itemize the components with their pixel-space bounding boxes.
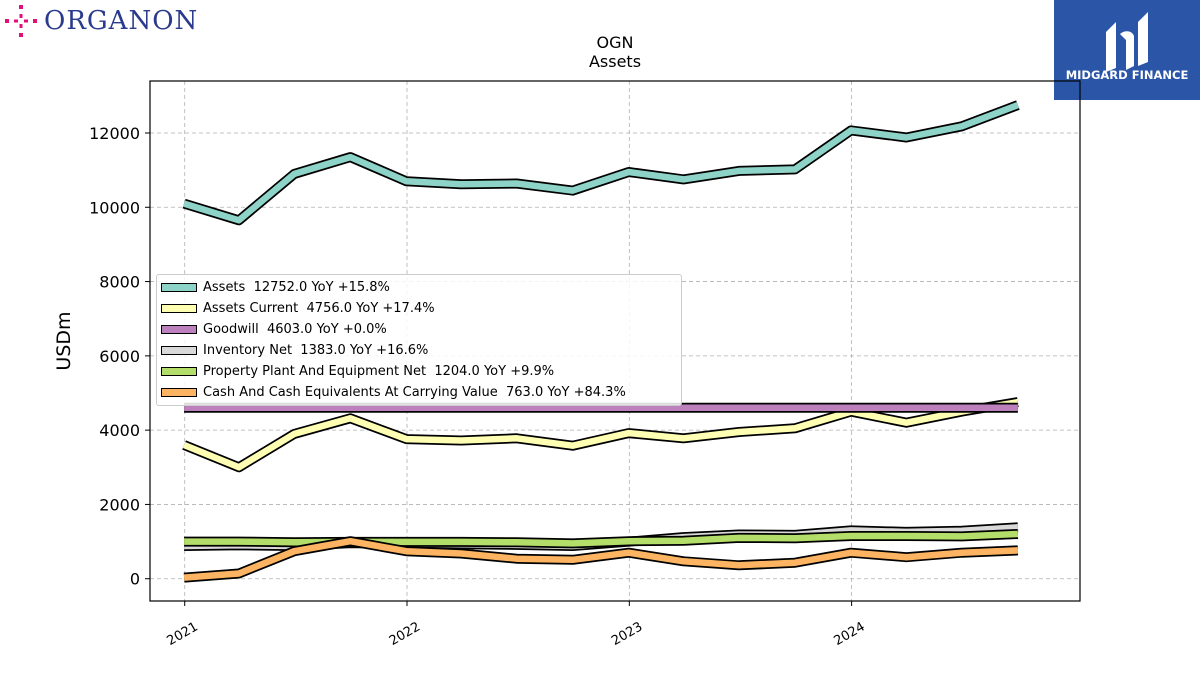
x-tick-label: 2024 bbox=[831, 619, 867, 649]
legend-item: Cash And Cash Equivalents At Carrying Va… bbox=[161, 383, 626, 401]
organon-wordmark: ORGANON bbox=[44, 6, 199, 36]
legend-label: Cash And Cash Equivalents At Carrying Va… bbox=[203, 384, 626, 400]
legend-swatch bbox=[161, 387, 197, 397]
x-tick-label: 2022 bbox=[387, 619, 423, 649]
plot-frame bbox=[149, 80, 1081, 602]
legend-swatch bbox=[161, 303, 197, 313]
chart-subtitle: Assets bbox=[589, 52, 641, 71]
series-outline-assets bbox=[182, 100, 1020, 226]
legend-label: Assets Current 4756.0 YoY +17.4% bbox=[203, 300, 435, 316]
y-tick-label: 6000 bbox=[99, 347, 140, 366]
organon-logo: ORGANON bbox=[4, 4, 198, 38]
legend-item: Assets Current 4756.0 YoY +17.4% bbox=[161, 299, 435, 317]
legend-label: Property Plant And Equipment Net 1204.0 … bbox=[203, 363, 555, 379]
series-line-cash-and-cash-equivalents-at-carrying-value bbox=[183, 537, 1019, 581]
y-tick-label: 10000 bbox=[89, 198, 140, 217]
y-tick-label: 4000 bbox=[99, 421, 140, 440]
series-line-assets bbox=[183, 102, 1020, 224]
legend-swatch bbox=[161, 366, 197, 376]
series-lines bbox=[182, 100, 1020, 583]
legend-item: Inventory Net 1383.0 YoY +16.6% bbox=[161, 341, 428, 359]
legend-swatch bbox=[161, 324, 197, 334]
legend-label: Goodwill 4603.0 YoY +0.0% bbox=[203, 321, 387, 337]
legend-item: Property Plant And Equipment Net 1204.0 … bbox=[161, 362, 554, 380]
y-tick-label: 12000 bbox=[89, 124, 140, 143]
legend-swatch bbox=[161, 345, 197, 355]
y-axis-label: USDm bbox=[53, 311, 75, 370]
x-tick-label: 2023 bbox=[609, 619, 645, 649]
midgard-wordmark: MIDGARD FINANCE bbox=[1065, 68, 1189, 82]
y-tick-label: 8000 bbox=[99, 273, 140, 292]
chart-legend: Assets 12752.0 YoY +15.8% Assets Current … bbox=[156, 274, 682, 406]
midgard-mark-icon bbox=[1054, 0, 1200, 100]
x-tick-label: 2021 bbox=[165, 619, 201, 649]
y-tick-label: 0 bbox=[130, 570, 140, 589]
legend-item: Assets 12752.0 YoY +15.8% bbox=[161, 278, 390, 296]
legend-label: Inventory Net 1383.0 YoY +16.6% bbox=[203, 342, 429, 358]
organon-mark-icon bbox=[5, 5, 37, 37]
legend-swatch bbox=[161, 282, 197, 292]
midgard-finance-logo: MIDGARD FINANCE bbox=[1054, 0, 1200, 100]
series-line-assets-current bbox=[182, 398, 1019, 471]
legend-label: Assets 12752.0 YoY +15.8% bbox=[203, 279, 390, 295]
chart-title: OGN bbox=[597, 33, 634, 52]
legend-item: Goodwill 4603.0 YoY +0.0% bbox=[161, 320, 387, 338]
y-tick-label: 2000 bbox=[99, 495, 140, 514]
